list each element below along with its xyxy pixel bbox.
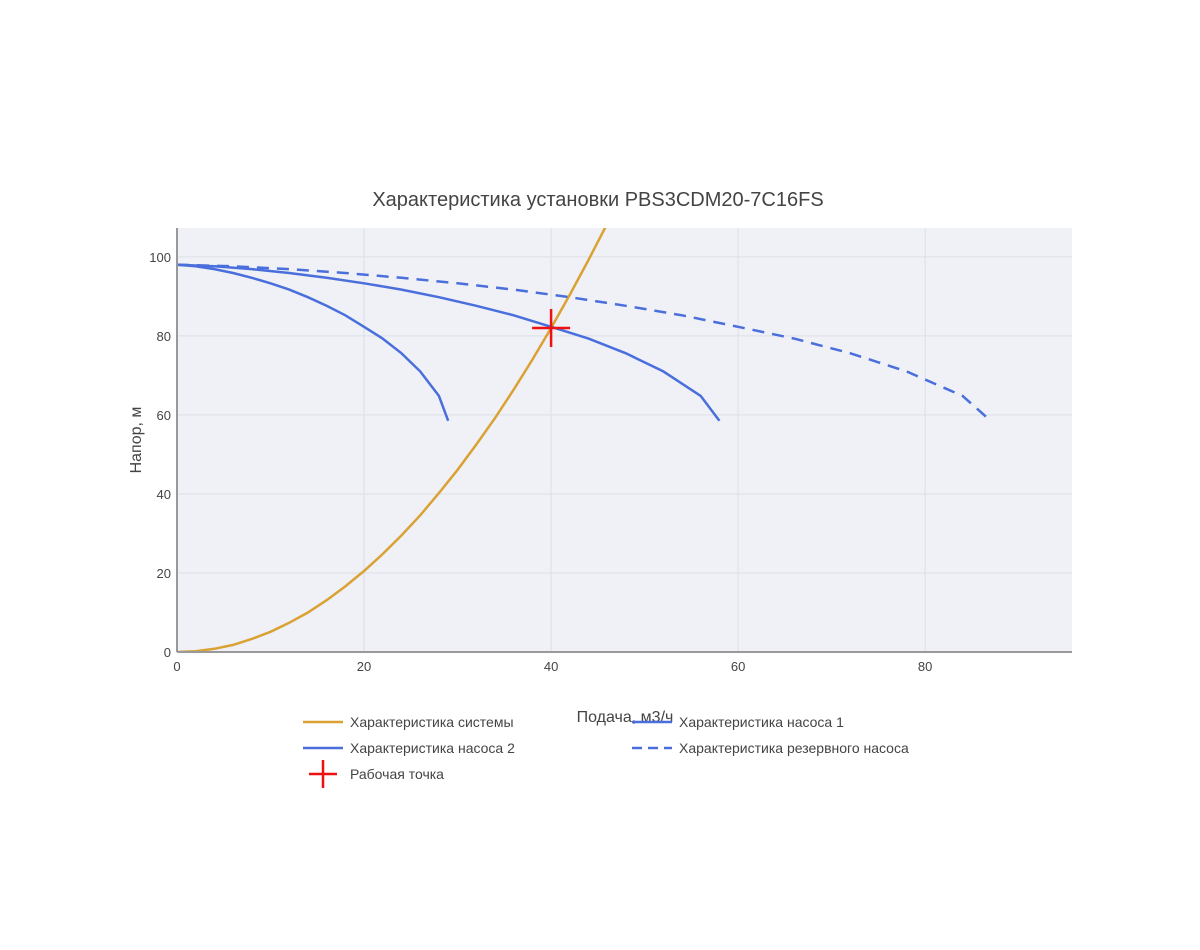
y-axis-label: Напор, м <box>128 407 145 474</box>
legend-label-pump2: Характеристика насоса 2 <box>350 740 515 756</box>
y-tick-label: 80 <box>157 329 171 344</box>
x-tick-label: 0 <box>173 659 180 674</box>
x-axis-label: Подача, м3/ч <box>577 709 674 726</box>
legend-label-reserve: Характеристика резервного насоса <box>679 740 909 756</box>
series-line-1 <box>177 263 450 422</box>
y-tick-label: 40 <box>157 487 171 502</box>
chart-title: Характеристика установки PBS3CDM20-7C16F… <box>372 189 823 211</box>
series-line-2 <box>177 263 721 422</box>
operating-point-marker <box>532 308 571 347</box>
y-tick-label: 100 <box>149 250 171 265</box>
x-tick-label: 80 <box>918 659 932 674</box>
series-line-0 <box>177 228 607 652</box>
y-tick-label: 60 <box>157 408 171 423</box>
y-tick-label: 20 <box>157 566 171 581</box>
x-tick-label: 40 <box>544 659 558 674</box>
x-tick-label: 20 <box>357 659 371 674</box>
legend-label-system: Характеристика системы <box>350 714 514 730</box>
legend: Характеристика системы Характеристика на… <box>303 714 909 788</box>
legend-swatch-operating-point <box>309 760 337 788</box>
plot-background <box>177 228 1072 652</box>
x-tick-label: 60 <box>731 659 745 674</box>
y-tick-label: 0 <box>164 645 171 660</box>
series-line-3 <box>177 263 992 422</box>
legend-label-pump1: Характеристика насоса 1 <box>679 714 844 730</box>
legend-label-operating-point: Рабочая точка <box>350 766 444 782</box>
